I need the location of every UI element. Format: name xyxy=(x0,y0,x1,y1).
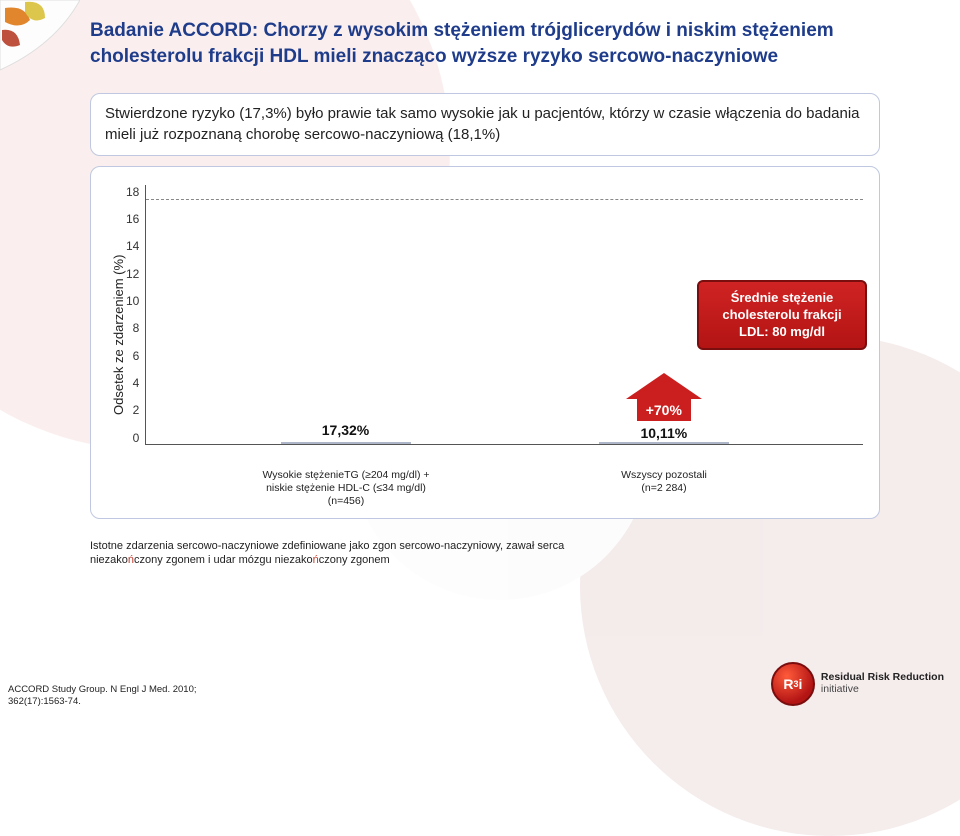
ldl-side-box: Średnie stężenie cholesterolu frakcji LD… xyxy=(697,280,867,351)
y-tick: 4 xyxy=(133,376,140,390)
y-tick: 14 xyxy=(126,239,139,253)
chart-container: Odsetek ze zdarzeniem (%) 18 16 14 12 10 8 6 4 2… xyxy=(90,166,880,519)
chart-plot: 17,32%10,11%+70% Średnie stężenie choles… xyxy=(145,185,863,445)
callout-summary: Stwierdzone ryzyko (17,3%) było prawie t… xyxy=(90,93,880,156)
y-axis-ticks: 18 16 14 12 10 8 6 4 2 0 xyxy=(126,185,145,465)
y-axis-label: Odsetek ze zdarzeniem (%) xyxy=(107,185,126,465)
y-tick: 10 xyxy=(126,294,139,308)
y-tick: 8 xyxy=(133,321,140,335)
citation: ACCORD Study Group. N Engl J Med. 2010; … xyxy=(8,684,197,708)
bar-column: 10,11%+70% xyxy=(589,442,739,444)
logo-line1: Residual Risk Reduction xyxy=(821,671,944,683)
r3i-logo: R3i Residual Risk Reduction initiative xyxy=(771,662,944,706)
y-tick: 6 xyxy=(133,349,140,363)
r3i-logo-text: Residual Risk Reduction initiative xyxy=(821,672,944,695)
increase-arrow: +70% xyxy=(626,373,702,421)
footnote-line2b: czony zgonem i udar mózgu niezako xyxy=(134,554,313,566)
x-axis-label: Wszyscy pozostali (n=2 284) xyxy=(579,469,749,508)
bar-value-label: 17,32% xyxy=(322,422,369,438)
bar xyxy=(599,442,729,444)
y-tick: 16 xyxy=(126,212,139,226)
y-tick: 18 xyxy=(126,185,139,199)
x-axis-label: Wysokie stężenieTG (≥204 mg/dl) + niskie… xyxy=(261,469,431,508)
bar-column: 17,32% xyxy=(271,442,421,444)
bar xyxy=(281,442,411,444)
r3i-logo-badge: R3i xyxy=(771,662,815,706)
x-axis-labels: Wysokie stężenieTG (≥204 mg/dl) + niskie… xyxy=(147,465,863,508)
footnote: Istotne zdarzenia sercowo-naczyniowe zde… xyxy=(90,539,880,568)
increase-arrow-label: +70% xyxy=(637,399,691,421)
y-tick: 2 xyxy=(133,403,140,417)
logo-line2: initiative xyxy=(821,683,859,695)
footnote-line2a: niezako xyxy=(90,554,128,566)
slide-title: Badanie ACCORD: Chorzy z wysokim stężeni… xyxy=(90,18,880,69)
chart-area: Odsetek ze zdarzeniem (%) 18 16 14 12 10 8 6 4 2… xyxy=(107,185,863,465)
bar-value-label: 10,11% xyxy=(640,425,687,441)
y-tick: 12 xyxy=(126,267,139,281)
footnote-line1: Istotne zdarzenia sercowo-naczyniowe zde… xyxy=(90,540,564,552)
y-tick: 0 xyxy=(133,431,140,445)
footnote-line2c: czony zgonem xyxy=(319,554,390,566)
